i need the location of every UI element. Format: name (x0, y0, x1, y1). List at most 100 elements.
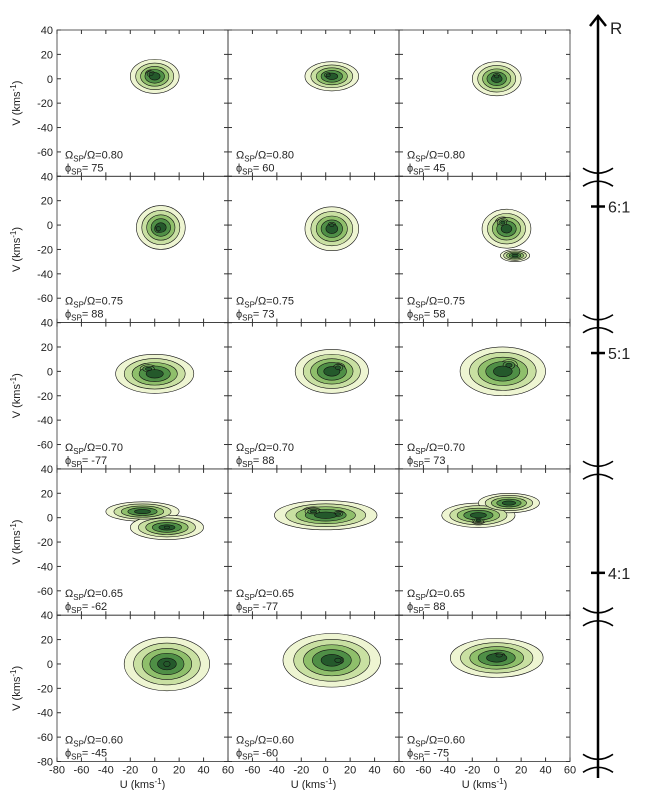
x-tick-label: 60 (564, 765, 576, 777)
y-tick-label: 20 (41, 342, 53, 354)
ratio-label: ΩSP/Ω=0.75 (65, 296, 123, 310)
y-axis-title: V (kms-1) (9, 373, 23, 418)
phi-symbol: ϕ (407, 748, 413, 760)
y-axis-title: V (kms-1) (9, 81, 23, 126)
y-tick-label: 0 (47, 220, 53, 232)
axis-text: U (kms (291, 779, 326, 790)
phase-value: 88 (91, 309, 103, 321)
contour (500, 224, 513, 234)
x-tick-label: 60 (393, 765, 405, 777)
y-tick-label: -20 (37, 537, 53, 549)
x-tick-label: 60 (222, 765, 234, 777)
phi-tail: = (82, 309, 88, 321)
y-tick-label: 0 (47, 513, 53, 525)
ratio-label: ΩSP/Ω=0.80 (65, 149, 123, 163)
ratio-symbol: Ω (65, 442, 73, 454)
panel (129, 58, 180, 94)
phase-label: ϕSP= -75 (407, 748, 449, 762)
y-tick-label: 40 (41, 25, 53, 37)
contour (470, 512, 487, 519)
contour (505, 362, 513, 368)
ratio-symbol: Ω (407, 442, 415, 454)
axis-end: ) (11, 666, 23, 670)
panel (136, 205, 186, 250)
panel (115, 353, 195, 394)
x-tick-label: -60 (244, 765, 260, 777)
axis-sup: -1 (326, 777, 334, 786)
ratio-value: 0.80 (273, 149, 294, 161)
contour (501, 500, 516, 506)
bracket (582, 460, 614, 480)
axis-end: ) (504, 779, 508, 790)
ratio-symbol: Ω (236, 296, 244, 308)
ratio-label: ΩSP/Ω=0.70 (65, 442, 123, 456)
ratio-sub: SP (415, 447, 426, 456)
ratio-tail: /Ω= (426, 296, 444, 308)
phase-value: 58 (433, 309, 445, 321)
phi-symbol: ϕ (65, 601, 71, 613)
contour (163, 525, 170, 530)
ratio-tail: /Ω= (84, 149, 102, 161)
ratio-value: 0.75 (102, 296, 123, 308)
y-tick-label: 20 (41, 196, 53, 208)
y-tick-label: -80 (37, 757, 53, 769)
ratio-sub: SP (244, 301, 255, 310)
phi-tail: = (82, 748, 88, 760)
phase-label: ϕSP= -77 (65, 455, 107, 469)
ratio-sub: SP (244, 447, 255, 456)
phase-value: 88 (433, 601, 445, 613)
ratio-tail: /Ω= (426, 442, 444, 454)
x-tick-label: -80 (49, 765, 65, 777)
axis-text: U (kms (462, 779, 497, 790)
phase-value: 60 (262, 162, 274, 174)
x-tick-label: 0 (152, 765, 158, 777)
y-tick-label: 20 (41, 635, 53, 647)
contour (155, 226, 161, 232)
phi-sub: SP (413, 606, 424, 615)
phi-tail: = (424, 455, 430, 467)
contour (145, 367, 153, 371)
panel (459, 346, 546, 397)
ratio-label: ΩSP/Ω=0.75 (236, 296, 294, 310)
phi-symbol: ϕ (236, 748, 242, 760)
phi-tail: = (253, 455, 259, 467)
y-tick-label: -40 (37, 708, 53, 720)
ratio-symbol: Ω (236, 442, 244, 454)
panel (481, 208, 532, 262)
resonance-axis-label: R (610, 19, 622, 38)
phi-tail: = (82, 455, 88, 467)
contour (320, 654, 343, 667)
ratio-value: 0.70 (444, 442, 465, 454)
panel (304, 206, 359, 251)
x-tick-label: 20 (173, 765, 185, 777)
axis-sup: -1 (9, 669, 18, 677)
contour (309, 509, 318, 514)
axis-sup: -1 (9, 84, 18, 92)
phi-tail: = (82, 162, 88, 174)
contour (334, 512, 341, 516)
phi-tail: = (424, 162, 430, 174)
contour (493, 365, 513, 378)
y-tick-label: -60 (37, 440, 53, 452)
phi-symbol: ϕ (407, 309, 413, 321)
axis-text: V (kms (11, 384, 23, 419)
ratio-tail: /Ω= (84, 735, 102, 747)
phi-symbol: ϕ (65, 309, 71, 321)
phase-value: -77 (91, 455, 107, 467)
contour (475, 518, 481, 522)
contour (148, 71, 154, 76)
axis-sup: -1 (497, 777, 505, 786)
phi-sub: SP (71, 167, 82, 176)
phi-tail: = (424, 748, 430, 760)
ratio-value: 0.60 (273, 735, 294, 747)
panel (450, 638, 544, 678)
ratio-symbol: Ω (407, 588, 415, 600)
phase-label: ϕSP= 73 (236, 309, 275, 323)
ratio-symbol: Ω (65, 588, 73, 600)
ratio-sub: SP (415, 593, 426, 602)
phase-value: 73 (433, 455, 445, 467)
phi-sub: SP (71, 314, 82, 323)
contour (494, 74, 500, 79)
phi-sub: SP (242, 167, 253, 176)
phi-sub: SP (242, 314, 253, 323)
